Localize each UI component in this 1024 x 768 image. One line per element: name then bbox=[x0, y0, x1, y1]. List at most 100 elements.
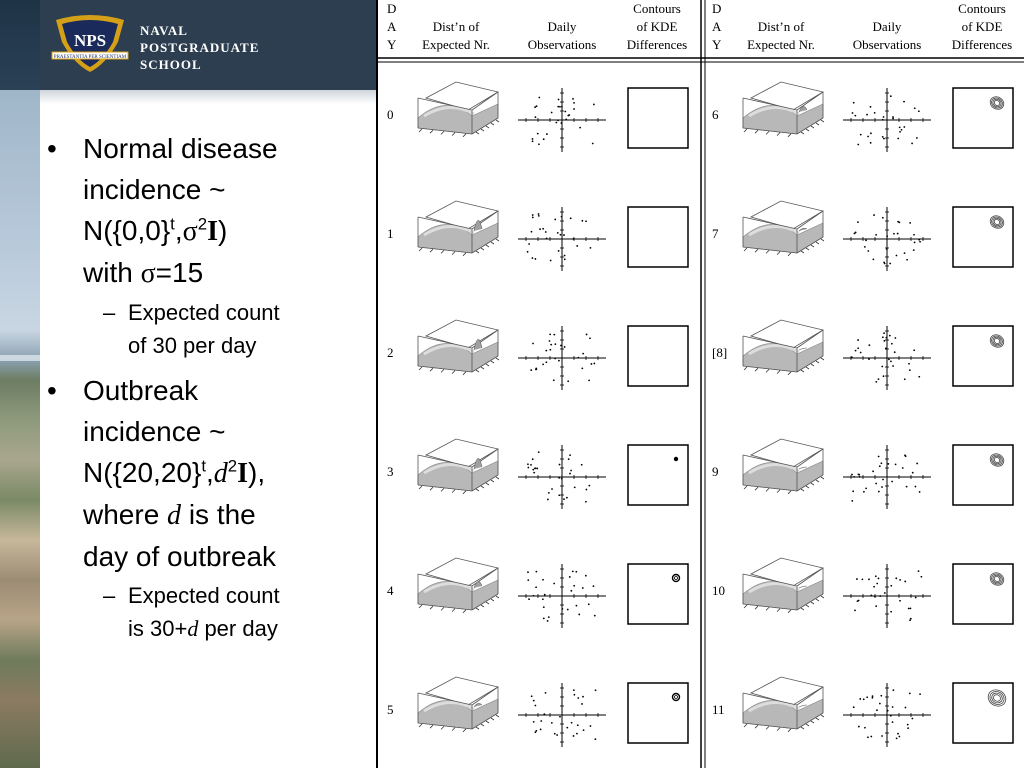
tick bbox=[495, 119, 500, 123]
observation-point bbox=[869, 105, 872, 108]
observation-point bbox=[877, 455, 880, 458]
contour-ring bbox=[993, 457, 1001, 463]
observation-point bbox=[891, 706, 894, 708]
observation-point bbox=[589, 246, 592, 249]
observation-point bbox=[554, 343, 557, 346]
observation-point bbox=[867, 736, 869, 739]
tick bbox=[451, 132, 456, 136]
observation-point bbox=[560, 344, 562, 347]
tick bbox=[495, 714, 500, 718]
observation-point bbox=[550, 343, 553, 346]
tick bbox=[440, 369, 445, 373]
observation-point bbox=[537, 214, 540, 217]
observation-point bbox=[895, 577, 898, 580]
contour-ring bbox=[991, 216, 1003, 228]
observation-point bbox=[545, 349, 548, 352]
box-edge bbox=[742, 365, 798, 373]
tick bbox=[490, 360, 495, 364]
observation-point bbox=[882, 116, 885, 118]
box-edge bbox=[742, 216, 798, 230]
tick bbox=[765, 250, 770, 254]
observation-point bbox=[541, 598, 544, 601]
observation-point bbox=[880, 694, 883, 697]
tick bbox=[485, 482, 490, 486]
observation-point bbox=[917, 570, 920, 572]
observation-point bbox=[857, 143, 860, 146]
daily-observations-plot bbox=[518, 88, 606, 152]
box-edge bbox=[417, 97, 473, 111]
observation-point bbox=[531, 216, 534, 219]
observation-point bbox=[531, 458, 534, 461]
outbreak-peak bbox=[798, 106, 808, 113]
observation-point bbox=[857, 221, 859, 224]
tick bbox=[776, 132, 781, 136]
observation-point bbox=[550, 111, 553, 114]
tick bbox=[429, 724, 434, 729]
observation-point bbox=[585, 488, 588, 491]
tick bbox=[429, 129, 434, 134]
observation-point bbox=[854, 609, 856, 612]
tick bbox=[800, 607, 805, 611]
observation-point bbox=[866, 696, 869, 699]
observation-point bbox=[543, 713, 546, 716]
observation-point bbox=[893, 232, 895, 235]
observation-point bbox=[875, 233, 877, 236]
observation-point bbox=[592, 585, 595, 588]
outbreak-figure-svg: D A Y Dist’n of Expected Nr. Daily Obser… bbox=[378, 0, 1024, 768]
observation-point bbox=[564, 110, 567, 113]
observation-point bbox=[531, 257, 534, 259]
observation-point bbox=[577, 697, 580, 699]
observation-point bbox=[551, 488, 553, 490]
observation-point bbox=[593, 362, 596, 365]
observation-point bbox=[555, 121, 558, 124]
observation-point bbox=[581, 703, 583, 705]
contour-ring bbox=[989, 96, 1005, 110]
tick bbox=[776, 727, 781, 731]
observation-point bbox=[534, 116, 537, 119]
observation-point bbox=[527, 466, 530, 469]
tick bbox=[495, 238, 500, 242]
observation-point bbox=[528, 243, 530, 245]
tick bbox=[765, 131, 770, 135]
observation-point bbox=[885, 248, 888, 251]
tick bbox=[480, 485, 485, 489]
observation-point bbox=[914, 485, 917, 488]
box-edge bbox=[417, 335, 473, 349]
surface-highlight bbox=[423, 106, 475, 118]
observation-point bbox=[883, 592, 886, 594]
box-edge bbox=[471, 91, 499, 111]
tick bbox=[820, 476, 825, 480]
contour-ring bbox=[991, 97, 1003, 109]
tick bbox=[429, 248, 434, 253]
observation-point bbox=[544, 231, 547, 233]
observation-point bbox=[908, 369, 911, 372]
tick bbox=[805, 485, 810, 489]
observation-point bbox=[862, 698, 865, 701]
tick bbox=[462, 609, 467, 614]
observation-point bbox=[908, 362, 910, 365]
observation-point bbox=[881, 486, 883, 488]
tick bbox=[787, 371, 792, 376]
observation-point bbox=[909, 607, 912, 610]
col-header-contours: of KDE bbox=[962, 19, 1003, 34]
bullet-normal-incidence: • Normal disease incidence ~ N({0,0}t,σ2… bbox=[44, 128, 374, 294]
observation-point bbox=[538, 143, 540, 146]
observation-point bbox=[891, 480, 894, 483]
observation-point bbox=[570, 721, 573, 724]
contour-dot bbox=[673, 456, 679, 462]
observation-point bbox=[892, 689, 895, 692]
observation-point bbox=[558, 463, 561, 466]
observation-point bbox=[898, 735, 901, 738]
box-edge bbox=[796, 593, 824, 611]
surface-highlight bbox=[423, 225, 475, 237]
day-letter: D bbox=[387, 1, 396, 16]
col-header-contours: Differences bbox=[952, 37, 1012, 52]
tick bbox=[490, 241, 495, 245]
observation-point bbox=[874, 595, 876, 598]
observation-point bbox=[591, 142, 594, 145]
observation-point bbox=[894, 337, 897, 339]
observation-point bbox=[904, 580, 907, 583]
observation-point bbox=[883, 262, 886, 265]
contour-frame bbox=[627, 87, 689, 149]
observation-point bbox=[549, 333, 552, 336]
